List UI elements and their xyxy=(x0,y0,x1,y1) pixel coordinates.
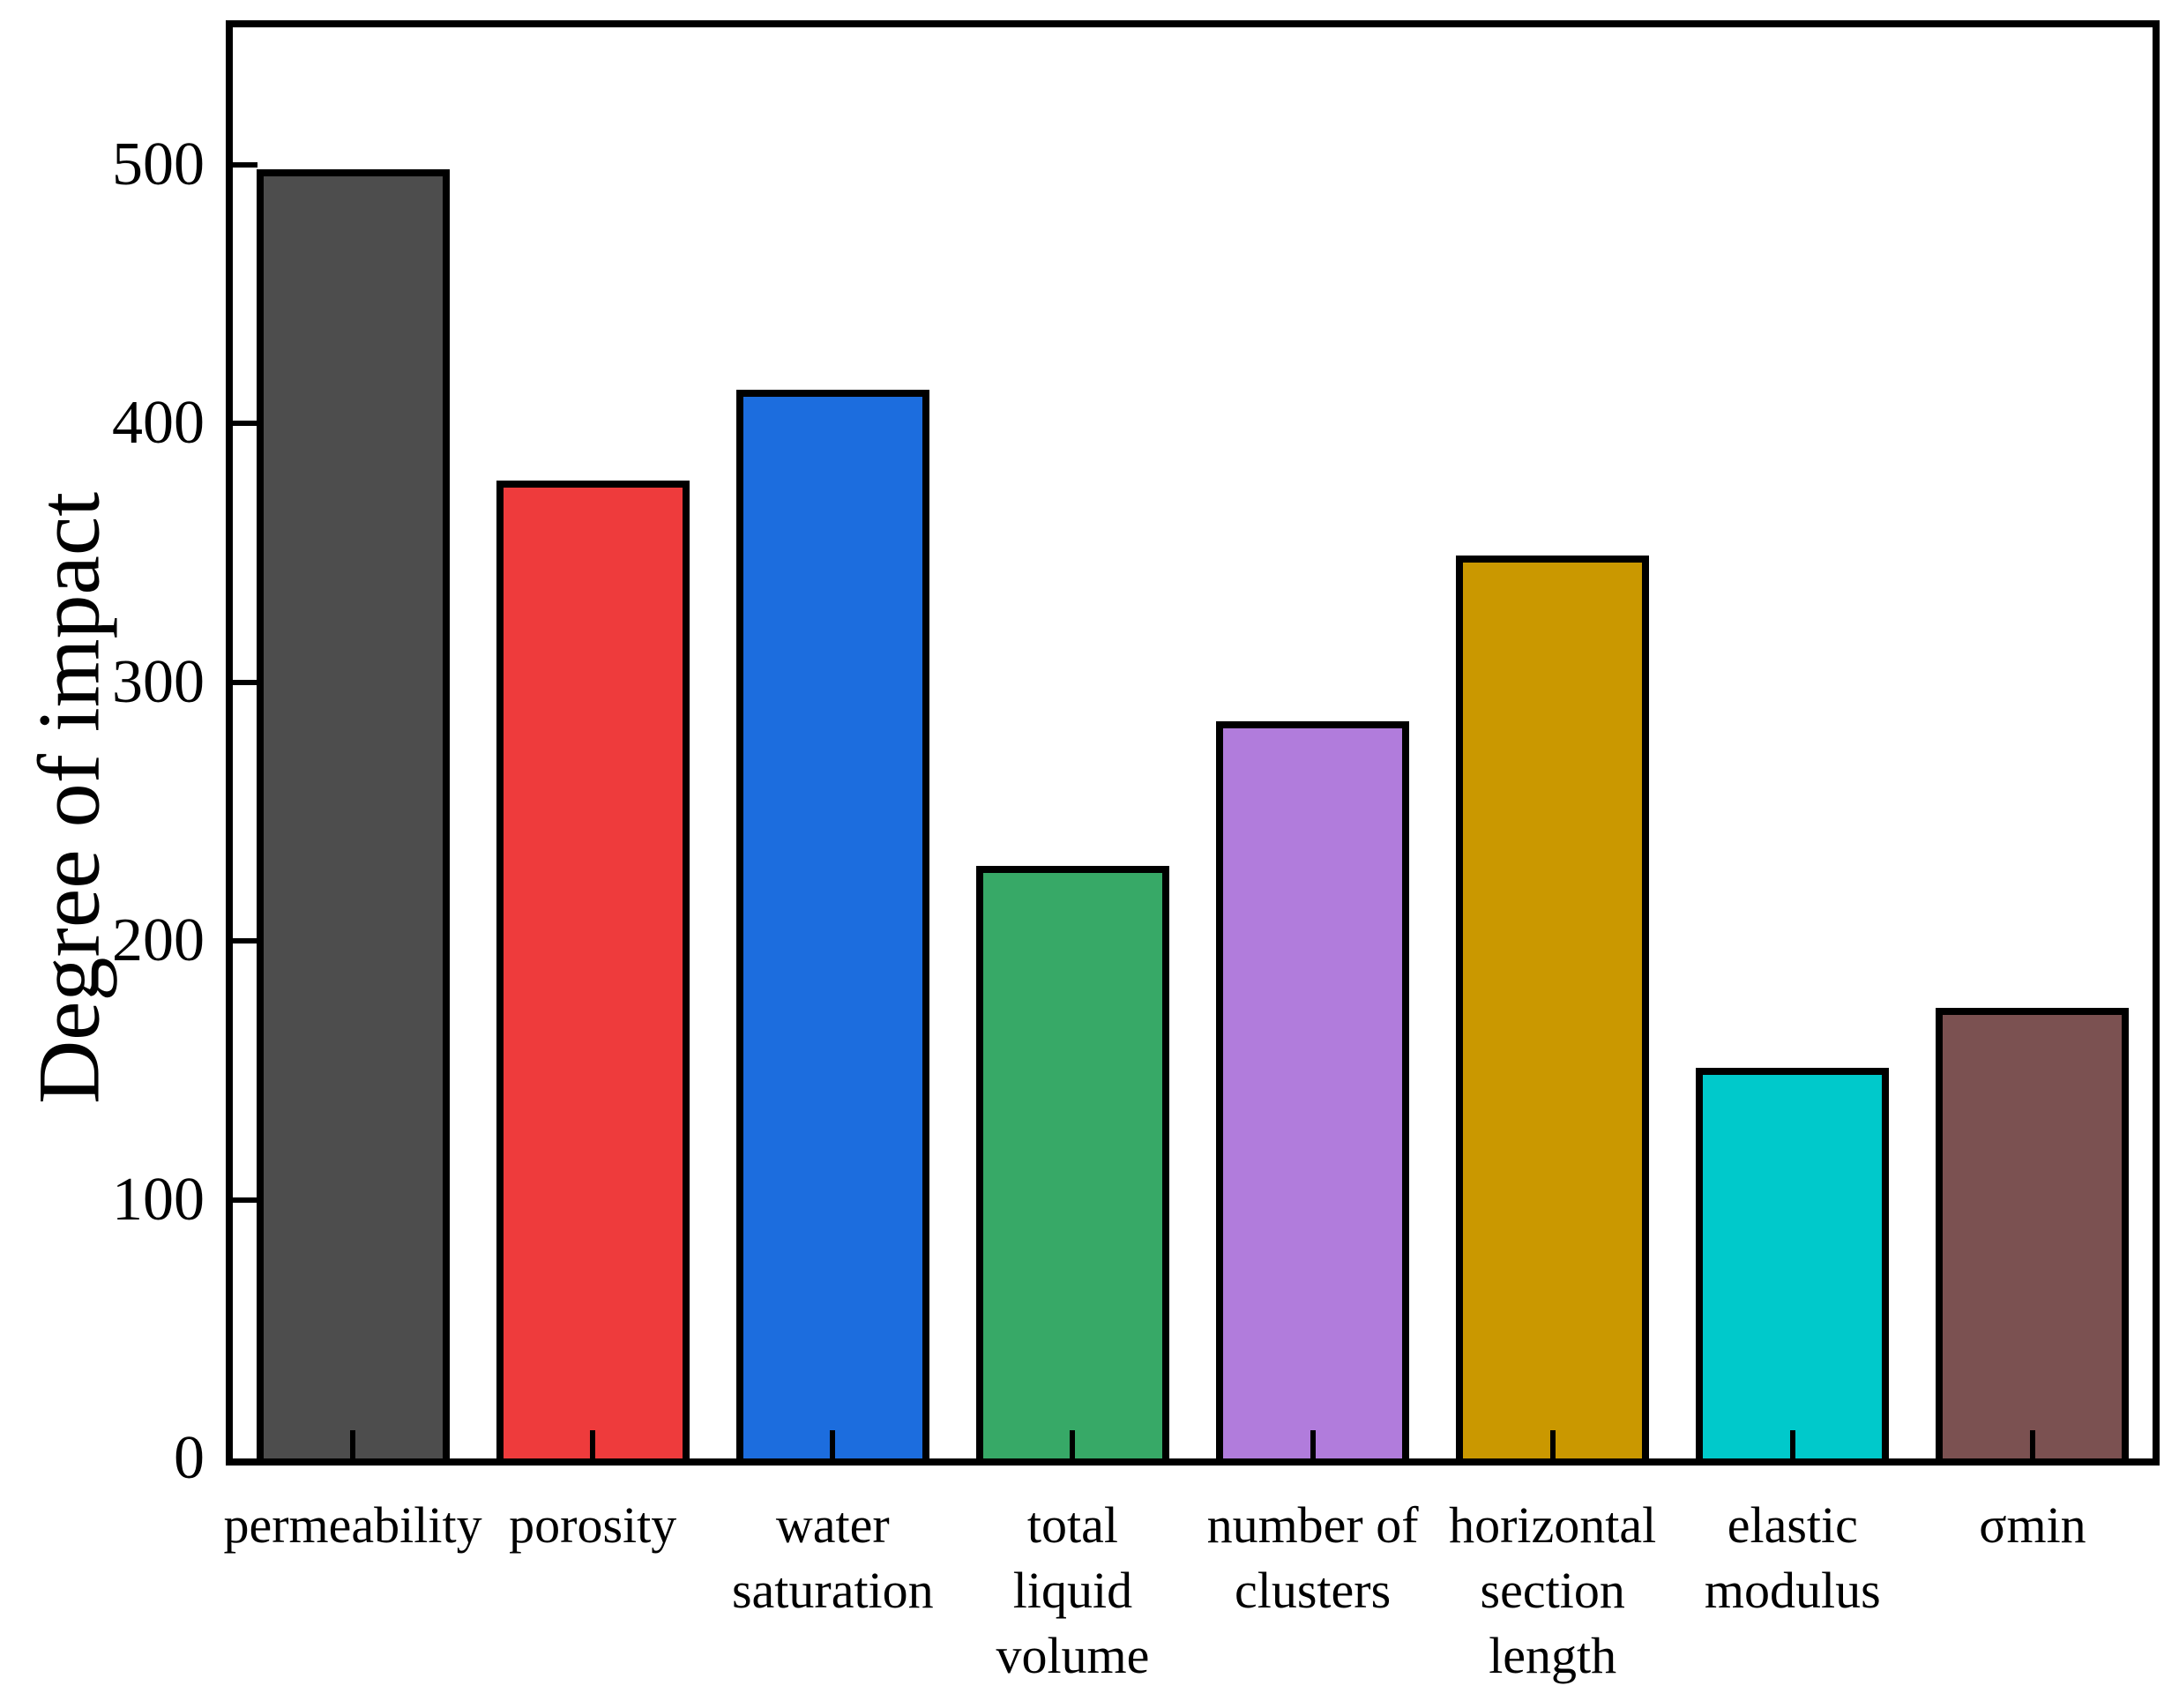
x-tick-label-porosity: porosity xyxy=(509,1496,677,1554)
bar-elastic-modulus xyxy=(1696,1067,1890,1458)
x-tick-label-horizontal-section-length: horizontal section length xyxy=(1449,1496,1657,1685)
x-tick-elastic-modulus xyxy=(1789,1430,1795,1458)
bar-horizontal-section-length xyxy=(1456,555,1650,1458)
y-tick-label-0: 0 xyxy=(174,1424,205,1492)
x-tick-porosity xyxy=(590,1430,596,1458)
bar-number-of-clusters xyxy=(1216,720,1410,1458)
bar-water-saturation xyxy=(735,389,929,1458)
plot-area xyxy=(226,20,2160,1466)
x-tick-label-elastic-modulus: elastic modulus xyxy=(1704,1496,1881,1620)
y-tick-label-500: 500 xyxy=(112,130,205,198)
y-tick-100 xyxy=(233,1197,257,1203)
y-tick-label-200: 200 xyxy=(112,906,205,975)
x-tick-sigma-min xyxy=(2029,1430,2035,1458)
x-tick-label-number-of-clusters: number of clusters xyxy=(1206,1496,1419,1620)
y-tick-300 xyxy=(233,679,257,685)
y-tick-400 xyxy=(233,421,257,427)
x-tick-horizontal-section-length xyxy=(1549,1430,1556,1458)
y-axis-label: Degree of impact xyxy=(19,491,118,1105)
bar-sigma-min xyxy=(1936,1008,2130,1458)
bar-total-liquid-volume xyxy=(975,865,1169,1458)
x-tick-total-liquid-volume xyxy=(1070,1430,1076,1458)
x-tick-number-of-clusters xyxy=(1310,1430,1316,1458)
x-tick-label-permeability: permeability xyxy=(223,1496,482,1554)
y-tick-label-300: 300 xyxy=(112,647,205,716)
y-tick-label-100: 100 xyxy=(112,1165,205,1234)
y-tick-500 xyxy=(233,161,257,168)
bar-permeability xyxy=(256,169,450,1458)
x-tick-water-saturation xyxy=(830,1430,836,1458)
x-tick-label-total-liquid-volume: total liquid volume xyxy=(996,1496,1150,1685)
plot-inner xyxy=(233,27,2153,1458)
y-tick-200 xyxy=(233,938,257,944)
bar-porosity xyxy=(496,480,690,1458)
x-tick-permeability xyxy=(350,1430,356,1458)
x-tick-label-water-saturation: water saturation xyxy=(731,1496,934,1620)
y-tick-label-400: 400 xyxy=(112,389,205,458)
x-tick-label-sigma-min: σmin xyxy=(1979,1496,2086,1554)
